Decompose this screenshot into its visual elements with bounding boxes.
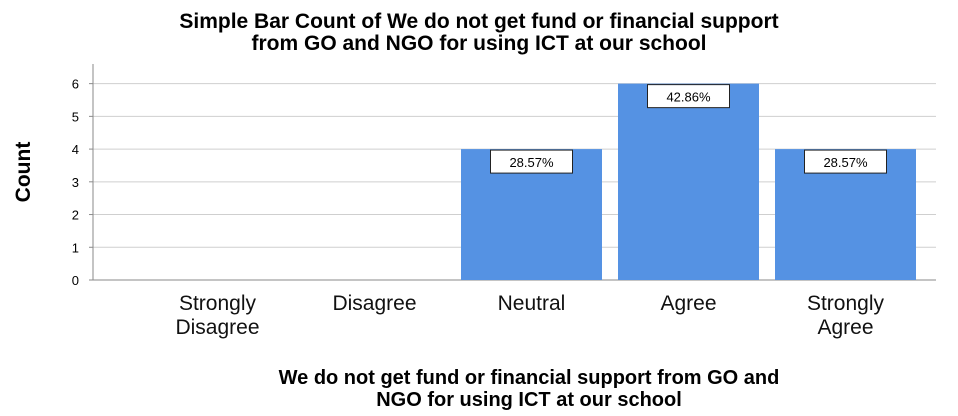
x-tick-label: Agree [817, 316, 873, 339]
y-tick-labels: 0 1 2 3 4 5 6 [72, 77, 93, 288]
x-axis-title: We do not get fund or financial support … [279, 367, 780, 411]
y-tick-label: 3 [72, 175, 79, 190]
chart-title-line: from GO and NGO for using ICT at our sch… [251, 32, 706, 55]
data-label-text: 28.57% [823, 155, 868, 170]
x-tick-label: Strongly [179, 292, 257, 315]
data-label-box [647, 84, 730, 109]
bars [461, 83, 916, 281]
y-tick-label: 4 [72, 142, 79, 157]
chart-title-line: Simple Bar Count of We do not get fund o… [179, 10, 778, 33]
chart-title: Simple Bar Count of We do not get fund o… [179, 10, 778, 55]
y-axis-title: Count [12, 142, 35, 203]
data-label: 28.57% [804, 149, 887, 174]
x-tick-label: Strongly [807, 292, 885, 315]
data-label-text: 42.86% [666, 90, 711, 105]
x-tick-label: Disagree [175, 316, 259, 339]
bar [618, 83, 759, 281]
y-tick-label: 0 [72, 273, 79, 288]
x-axis-title-line: We do not get fund or financial support … [279, 367, 780, 389]
x-axis-title-line: NGO for using ICT at our school [376, 389, 682, 411]
x-tick-label: Disagree [332, 292, 416, 315]
data-labels: 28.57% 42.86% 28.57% [490, 84, 887, 174]
y-tick-label: 1 [72, 240, 79, 255]
y-tick-label: 6 [72, 77, 79, 92]
data-label-box [804, 149, 887, 174]
y-tick-label: 2 [72, 208, 79, 223]
data-label: 28.57% [490, 149, 573, 174]
x-tick-label: Agree [660, 292, 716, 315]
data-label-box [490, 149, 573, 174]
data-label-text: 28.57% [509, 155, 554, 170]
data-label: 42.86% [647, 84, 730, 109]
x-tick-label: Neutral [498, 292, 566, 315]
y-tick-label: 5 [72, 109, 79, 124]
